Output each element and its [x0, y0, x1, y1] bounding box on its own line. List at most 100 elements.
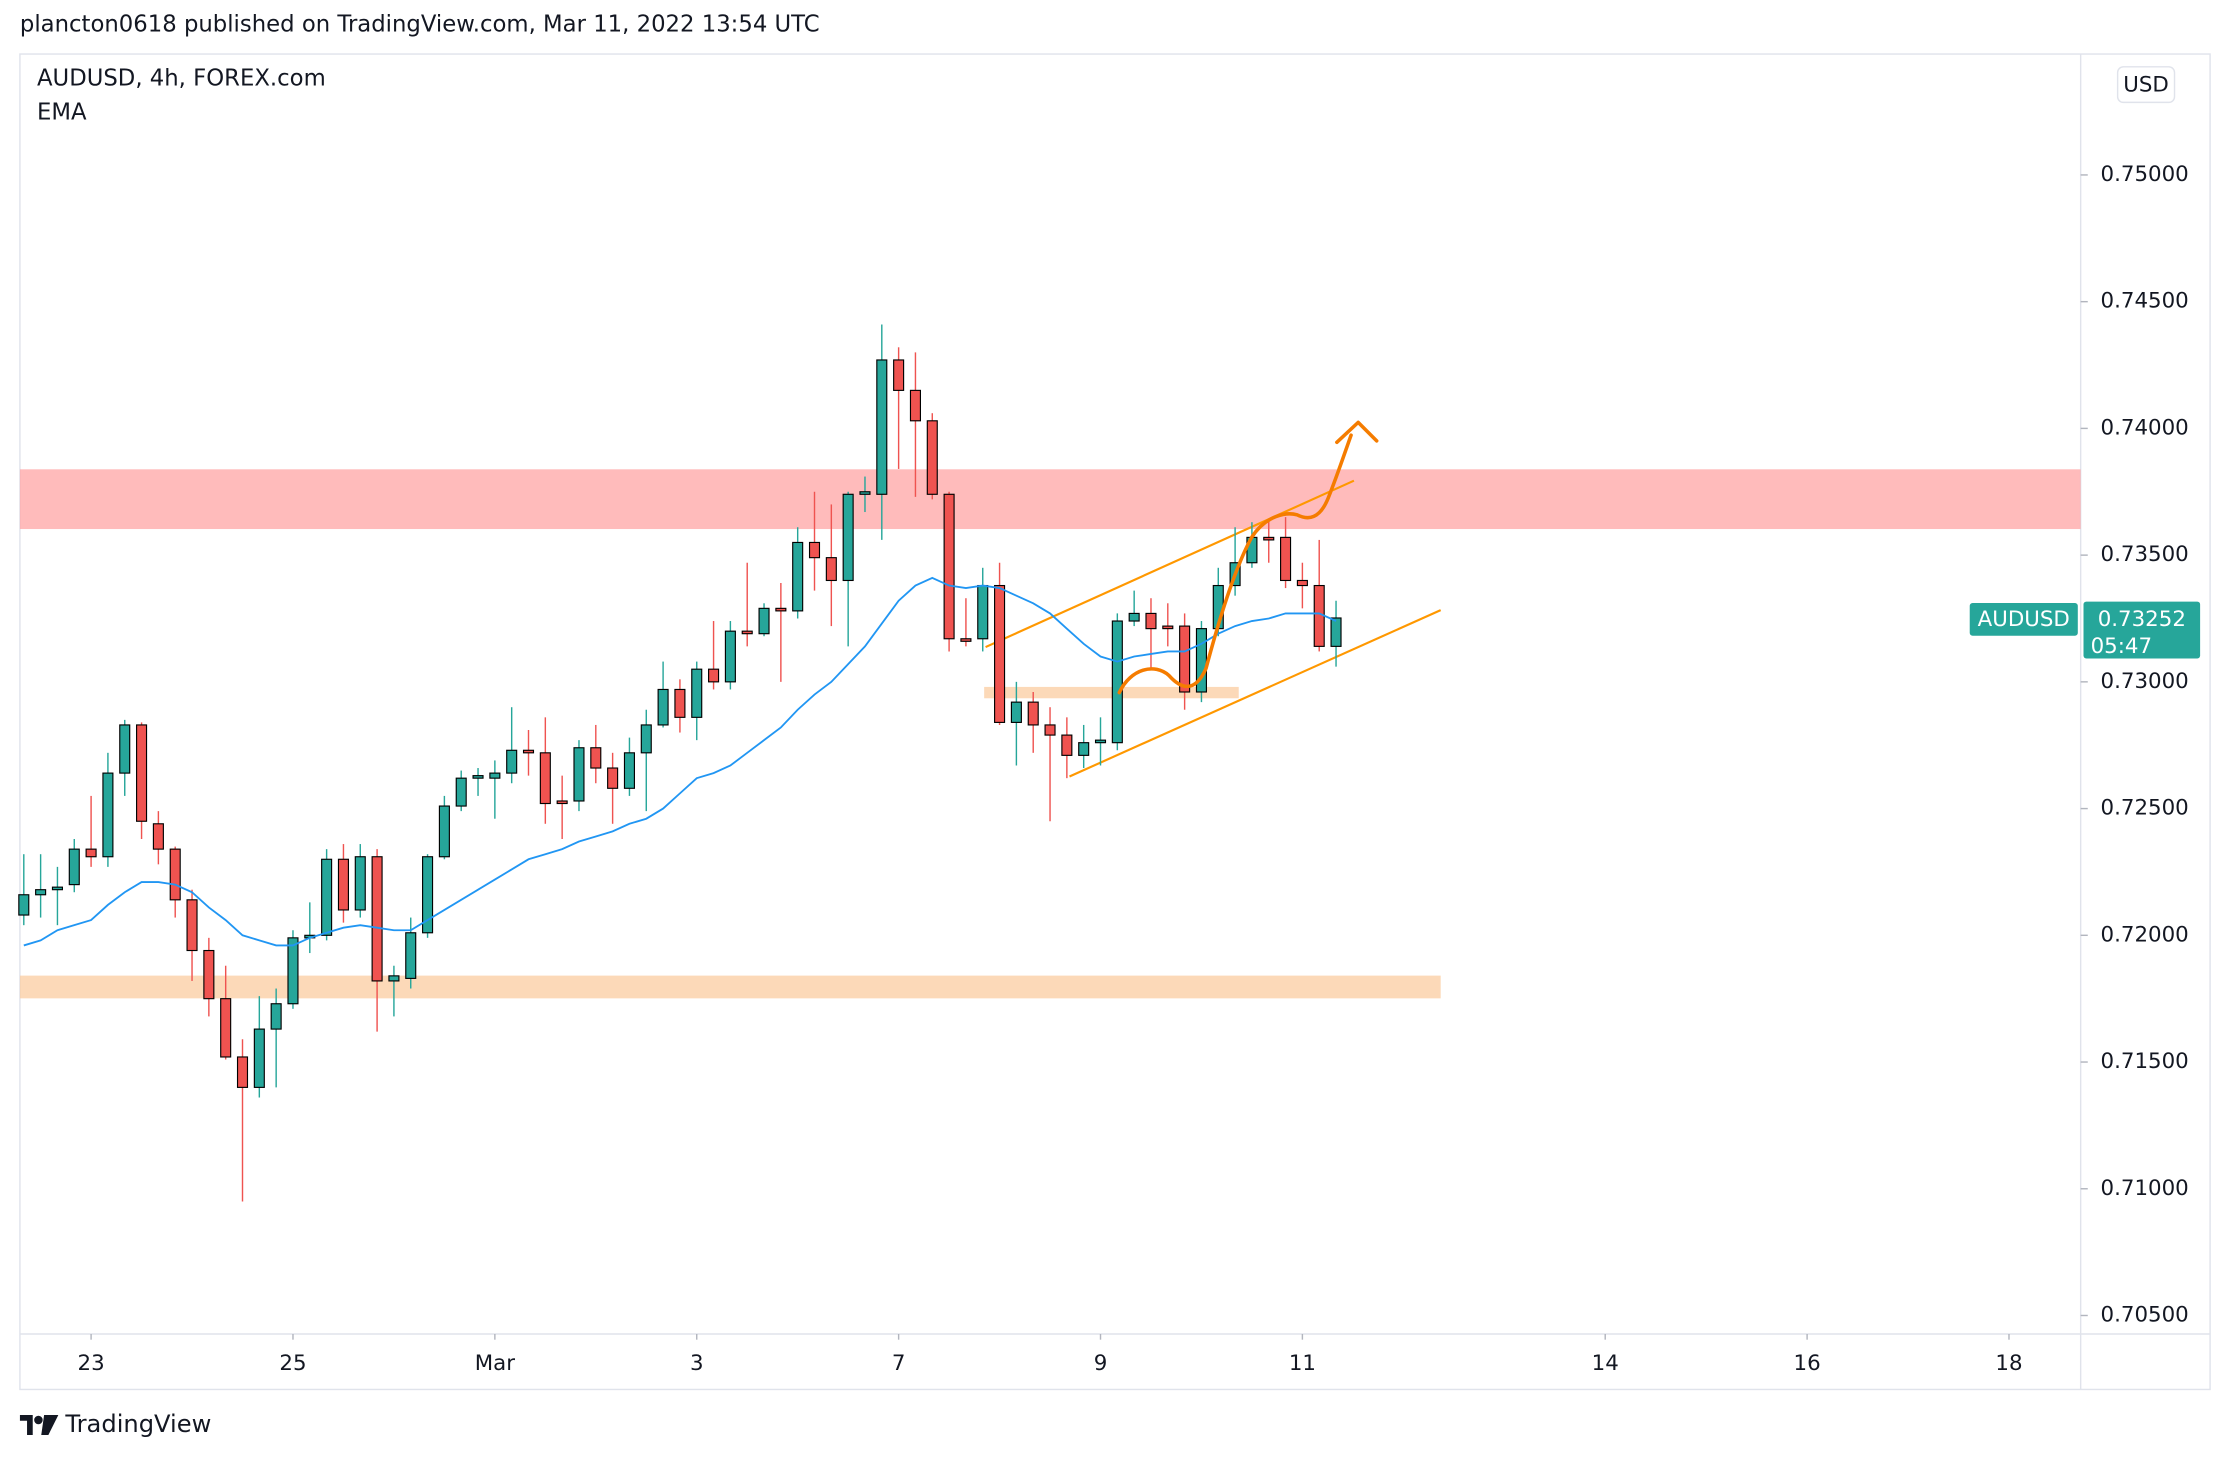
channel-lower [1069, 609, 1442, 778]
candle-body [640, 724, 652, 754]
candle-body [321, 858, 333, 936]
x-tick-label: 16 [1794, 1351, 1821, 1376]
candle-body [1078, 742, 1090, 756]
y-tick-label: 0.75000 [2101, 162, 2189, 187]
y-tick-label: 0.71000 [2101, 1176, 2189, 1201]
publish-header: plancton0618 published on TradingView.co… [20, 11, 820, 37]
candle-body [893, 359, 905, 391]
candle-body [607, 767, 619, 789]
candle-body [657, 688, 669, 726]
candle-body [724, 630, 736, 683]
candle-body [741, 630, 753, 635]
last-price: 0.73252 [2098, 607, 2186, 632]
x-tick-label: Mar [475, 1351, 515, 1376]
candle-body [1010, 701, 1022, 723]
candle-body [1280, 536, 1292, 582]
candle-body [1027, 701, 1039, 726]
candle-body [1061, 734, 1073, 756]
footer-logo[interactable]: TradingView [64, 1410, 211, 1438]
candle-body [859, 491, 871, 495]
candle-body [371, 856, 383, 982]
resistance-zone [19, 469, 2081, 530]
candle-body [960, 638, 972, 642]
last-price-box [2083, 601, 2201, 659]
candle-body [876, 359, 888, 495]
candle-body [388, 975, 400, 982]
candle-body [691, 668, 703, 718]
currency-label[interactable]: USD [2123, 72, 2169, 97]
x-tick-label: 7 [892, 1351, 906, 1376]
candle-body [455, 777, 467, 807]
candle-body [909, 389, 921, 422]
candle-body [51, 886, 63, 891]
plot-area [18, 324, 1342, 1202]
candle-body [1330, 617, 1342, 647]
candle-body [186, 899, 198, 952]
chart-title: AUDUSD, 4h, FOREX.com [37, 65, 326, 91]
candle-body [119, 724, 131, 774]
candle-body [1145, 612, 1157, 630]
candle-body [994, 584, 1006, 723]
x-tick-label: 3 [690, 1351, 704, 1376]
candle-body [623, 752, 635, 789]
candle-body [438, 805, 450, 858]
candle-body [590, 747, 602, 769]
candle-body [236, 1056, 249, 1088]
y-tick-label: 0.72500 [2101, 796, 2189, 821]
y-tick-label: 0.73500 [2101, 542, 2189, 567]
y-tick-label: 0.74500 [2101, 289, 2189, 314]
x-tick-label: 14 [1592, 1351, 1619, 1376]
candle-body [85, 848, 97, 858]
projection-arrow [1335, 420, 1379, 445]
currency-box[interactable] [2116, 66, 2176, 104]
candle-body [926, 420, 938, 495]
candle-body [405, 932, 417, 979]
candle-body [1263, 536, 1275, 541]
x-tick-label: 11 [1289, 1351, 1316, 1376]
x-tick-label: 9 [1094, 1351, 1108, 1376]
candle-body [1179, 625, 1191, 693]
candle-body [808, 541, 821, 559]
candle-body [35, 889, 47, 896]
candle-body [169, 848, 181, 901]
x-tick-label: 18 [1995, 1351, 2022, 1376]
candle-body [1094, 739, 1107, 744]
chart-frame [19, 53, 2211, 1391]
candle-body [792, 541, 804, 612]
candle-body [539, 752, 551, 805]
candle-body [758, 607, 770, 635]
ema-line [23, 576, 1337, 947]
candle-body [152, 823, 164, 850]
candle-body [1111, 620, 1123, 744]
candle-body [203, 949, 215, 1000]
candle-body [422, 856, 434, 934]
candle-body [68, 848, 80, 886]
projection-curve [1117, 433, 1353, 695]
candle-body [708, 668, 720, 683]
countdown: 05:47 [2091, 634, 2152, 659]
candle-body [1044, 724, 1056, 736]
symbol-label: AUDUSD [1978, 607, 2070, 632]
candle-body [977, 584, 989, 640]
candle-body [522, 749, 535, 754]
support-zone [19, 975, 1441, 999]
candle-body [102, 772, 114, 858]
candle-body [943, 493, 955, 640]
symbol-box [1969, 603, 2078, 636]
y-tick-label: 0.71500 [2101, 1049, 2189, 1074]
candle-body [337, 858, 349, 911]
indicator-name: EMA [37, 99, 87, 125]
candle-body [506, 749, 518, 774]
candle-body [556, 800, 568, 805]
candle-body [253, 1028, 265, 1088]
candle-body [220, 998, 232, 1058]
candle-body [1128, 612, 1140, 622]
candle-body [18, 894, 30, 916]
candle-body [842, 493, 854, 582]
candle-body [775, 607, 787, 612]
x-tick-label: 25 [279, 1351, 306, 1376]
logo-icon [19, 1415, 59, 1435]
candle-body [1296, 579, 1308, 587]
